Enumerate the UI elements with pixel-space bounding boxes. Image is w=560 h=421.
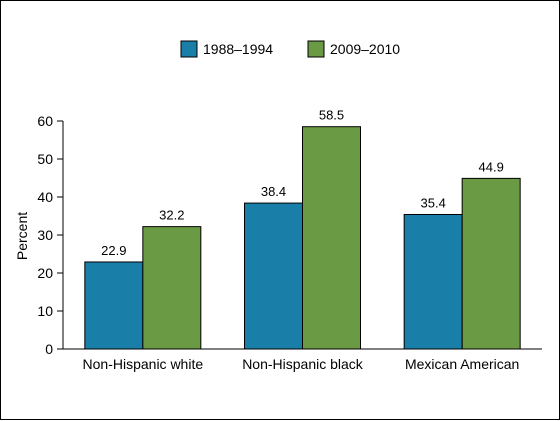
y-tick-label: 50 bbox=[37, 151, 53, 167]
bars: 22.9 32.2 38.4 58.5 35.4 44.9 bbox=[84, 108, 521, 350]
bar bbox=[244, 202, 303, 350]
x-tick-label: Mexican American bbox=[405, 356, 519, 372]
bar bbox=[302, 126, 361, 350]
x-axis: Non-Hispanic white Non-Hispanic black Mexi… bbox=[63, 348, 542, 372]
data-label: 44.9 bbox=[479, 159, 504, 174]
bar bbox=[461, 177, 521, 350]
bar bbox=[84, 261, 144, 350]
legend-label: 2009–2010 bbox=[330, 41, 400, 57]
data-label: 58.5 bbox=[319, 108, 344, 123]
legend-label: 1988–1994 bbox=[203, 41, 273, 57]
bar bbox=[403, 213, 463, 350]
y-tick-label: 20 bbox=[37, 265, 53, 281]
data-label: 22.9 bbox=[101, 243, 126, 258]
x-tick-label: Non-Hispanic white bbox=[83, 356, 204, 372]
y-tick-label: 0 bbox=[45, 341, 53, 357]
y-tick-label: 40 bbox=[37, 189, 53, 205]
y-tick-label: 30 bbox=[37, 227, 53, 243]
y-axis-title: Percent bbox=[14, 212, 30, 260]
y-tick-label: 10 bbox=[37, 303, 53, 319]
legend-swatch bbox=[180, 40, 198, 58]
data-label: 38.4 bbox=[261, 184, 286, 199]
legend-swatch bbox=[307, 40, 325, 58]
legend: 1988–1994 2009–2010 bbox=[180, 40, 400, 58]
x-tick-label: Non-Hispanic black bbox=[242, 356, 364, 372]
y-tick-label: 60 bbox=[37, 113, 53, 129]
y-axis: 0 10 20 30 40 50 60 bbox=[37, 113, 64, 357]
data-label: 32.2 bbox=[159, 208, 184, 223]
data-label: 35.4 bbox=[421, 195, 446, 210]
bar bbox=[142, 226, 202, 350]
